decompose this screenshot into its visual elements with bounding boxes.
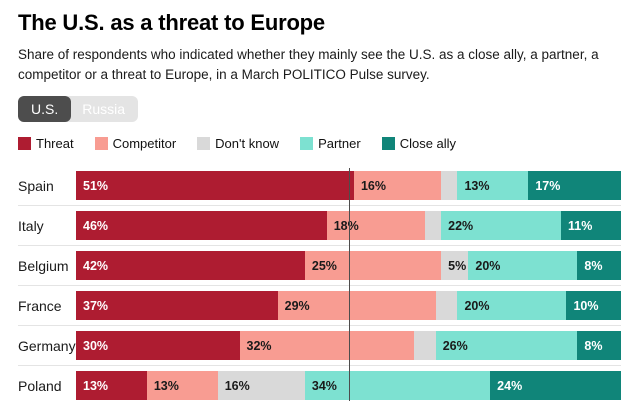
bar-segment-close-ally: 24% bbox=[490, 371, 621, 401]
bar-row: France 37% 29% 20% 10% bbox=[18, 286, 621, 327]
bar-segment-partner: 22% bbox=[441, 211, 562, 241]
stacked-bar: 42% 25% 5% 20% 8% bbox=[76, 251, 621, 281]
bar-value-label: 24% bbox=[497, 378, 523, 393]
bar-segment-competitor: 18% bbox=[326, 211, 425, 241]
bar-value-label: 13% bbox=[83, 378, 109, 393]
stacked-bar: 46% 18% 22% 11% bbox=[76, 211, 621, 241]
bar-value-label: 26% bbox=[442, 338, 468, 353]
page-title: The U.S. as a threat to Europe bbox=[18, 10, 325, 35]
stacked-bar: 51% 16% 13% 17% bbox=[76, 171, 621, 201]
legend-swatch bbox=[381, 137, 395, 151]
legend-item: Close ally bbox=[381, 136, 457, 152]
toggle-us-button[interactable]: U.S. bbox=[18, 96, 72, 123]
bar-segment-partner: 20% bbox=[468, 251, 578, 281]
bar-row: Spain 51% 16% 13% 17% bbox=[18, 166, 621, 207]
bar-value-label: 16% bbox=[224, 378, 250, 393]
bar-value-label: 22% bbox=[448, 218, 474, 233]
bar-segment-threat: 46% bbox=[76, 211, 327, 241]
stacked-bar: 37% 29% 20% 10% bbox=[76, 291, 621, 321]
bar-value-label: 34% bbox=[311, 378, 337, 393]
bar-row: Poland 13% 13% 16% 34% 24% bbox=[18, 366, 621, 405]
bar-value-label: 10% bbox=[573, 298, 599, 313]
bar-segment-partner: 26% bbox=[435, 331, 578, 361]
bar-segment-partner: 20% bbox=[457, 291, 567, 321]
reference-line bbox=[348, 168, 350, 402]
bar-segment-competitor: 25% bbox=[304, 251, 442, 281]
bar-segment-threat: 30% bbox=[76, 331, 240, 361]
bar-value-label: 42% bbox=[83, 258, 109, 273]
category-label: Belgium bbox=[18, 257, 69, 274]
bar-segment-threat: 42% bbox=[76, 251, 305, 281]
bar-segment-don-t-know bbox=[424, 211, 442, 241]
legend: Threat Competitor Don't know Partner Close a… bbox=[18, 136, 621, 151]
bar-segment-close-ally: 8% bbox=[577, 251, 621, 281]
stacked-bar: 30% 32% 26% 8% bbox=[76, 331, 621, 361]
bar-value-label: 32% bbox=[246, 338, 272, 353]
toggle-russia-button[interactable]: Russia bbox=[63, 96, 139, 123]
country-toggle: U.S. Russia bbox=[18, 96, 621, 123]
bar-segment-don-t-know bbox=[441, 171, 458, 201]
legend-swatch bbox=[197, 137, 211, 151]
bar-value-label: 20% bbox=[464, 298, 490, 313]
bar-value-label: 29% bbox=[284, 298, 310, 313]
legend-swatch bbox=[300, 137, 314, 151]
bar-value-label: 13% bbox=[153, 378, 179, 393]
bar-segment-don-t-know: 5% bbox=[441, 251, 469, 281]
legend-item: Threat bbox=[18, 136, 74, 151]
chart-rows: Spain 51% 16% 13% 17% Italy 46% 18% 22% 11% Belgiu… bbox=[18, 166, 621, 405]
bar-segment-close-ally: 11% bbox=[561, 211, 621, 241]
bar-value-label: 5% bbox=[448, 258, 467, 273]
bar-segment-don-t-know bbox=[413, 331, 436, 361]
bar-segment-threat: 37% bbox=[76, 291, 278, 321]
chart-subtitle: Share of respondents who indicated wheth… bbox=[18, 47, 599, 82]
bar-value-label: 8% bbox=[584, 338, 603, 353]
bar-value-label: 16% bbox=[360, 178, 386, 193]
bar-segment-competitor: 29% bbox=[277, 291, 436, 321]
bar-segment-close-ally: 8% bbox=[577, 331, 621, 361]
legend-swatch bbox=[94, 137, 108, 151]
category-label: Spain bbox=[18, 177, 54, 194]
bar-segment-close-ally: 17% bbox=[528, 171, 621, 201]
bar-value-label: 13% bbox=[464, 178, 490, 193]
bar-segment-competitor: 16% bbox=[353, 171, 442, 201]
bar-value-label: 8% bbox=[584, 258, 603, 273]
legend-label: Threat bbox=[36, 136, 74, 152]
legend-swatch bbox=[18, 137, 31, 151]
bar-segment-competitor: 32% bbox=[239, 331, 414, 361]
legend-label: Don't know bbox=[215, 136, 280, 152]
bar-segment-partner: 13% bbox=[457, 171, 529, 201]
bar-row: Germany 30% 32% 26% 8% bbox=[18, 326, 621, 367]
legend-label: Competitor bbox=[112, 136, 177, 152]
bar-segment-close-ally: 10% bbox=[566, 291, 621, 321]
bar-value-label: 11% bbox=[568, 218, 593, 233]
bar-value-label: 20% bbox=[475, 258, 501, 273]
category-label: Italy bbox=[18, 217, 44, 234]
bar-value-label: 51% bbox=[83, 178, 109, 193]
bar-segment-partner: 34% bbox=[304, 371, 491, 401]
bar-segment-competitor: 13% bbox=[146, 371, 218, 401]
legend-item: Don't know bbox=[197, 136, 279, 151]
stacked-bar: 13% 13% 16% 34% 24% bbox=[76, 371, 621, 401]
bar-value-label: 30% bbox=[83, 338, 109, 353]
bar-value-label: 17% bbox=[535, 178, 561, 193]
legend-item: Competitor bbox=[94, 136, 177, 152]
bar-segment-threat: 51% bbox=[76, 171, 354, 201]
category-label: Poland bbox=[18, 377, 62, 394]
bar-segment-don-t-know: 16% bbox=[217, 371, 305, 401]
bar-segment-don-t-know bbox=[435, 291, 458, 321]
category-label: Germany bbox=[18, 337, 76, 354]
bar-row: Italy 46% 18% 22% 11% bbox=[18, 206, 621, 247]
category-label: France bbox=[18, 297, 62, 314]
bar-value-label: 46% bbox=[83, 218, 109, 233]
bar-row: Belgium 42% 25% 5% 20% 8% bbox=[18, 246, 621, 287]
bar-value-label: 37% bbox=[83, 298, 109, 313]
bar-value-label: 18% bbox=[333, 218, 359, 233]
bar-segment-threat: 13% bbox=[76, 371, 147, 401]
legend-label: Partner bbox=[318, 136, 361, 152]
legend-item: Partner bbox=[300, 136, 361, 151]
legend-label: Close ally bbox=[399, 136, 457, 152]
bar-value-label: 25% bbox=[311, 258, 337, 273]
